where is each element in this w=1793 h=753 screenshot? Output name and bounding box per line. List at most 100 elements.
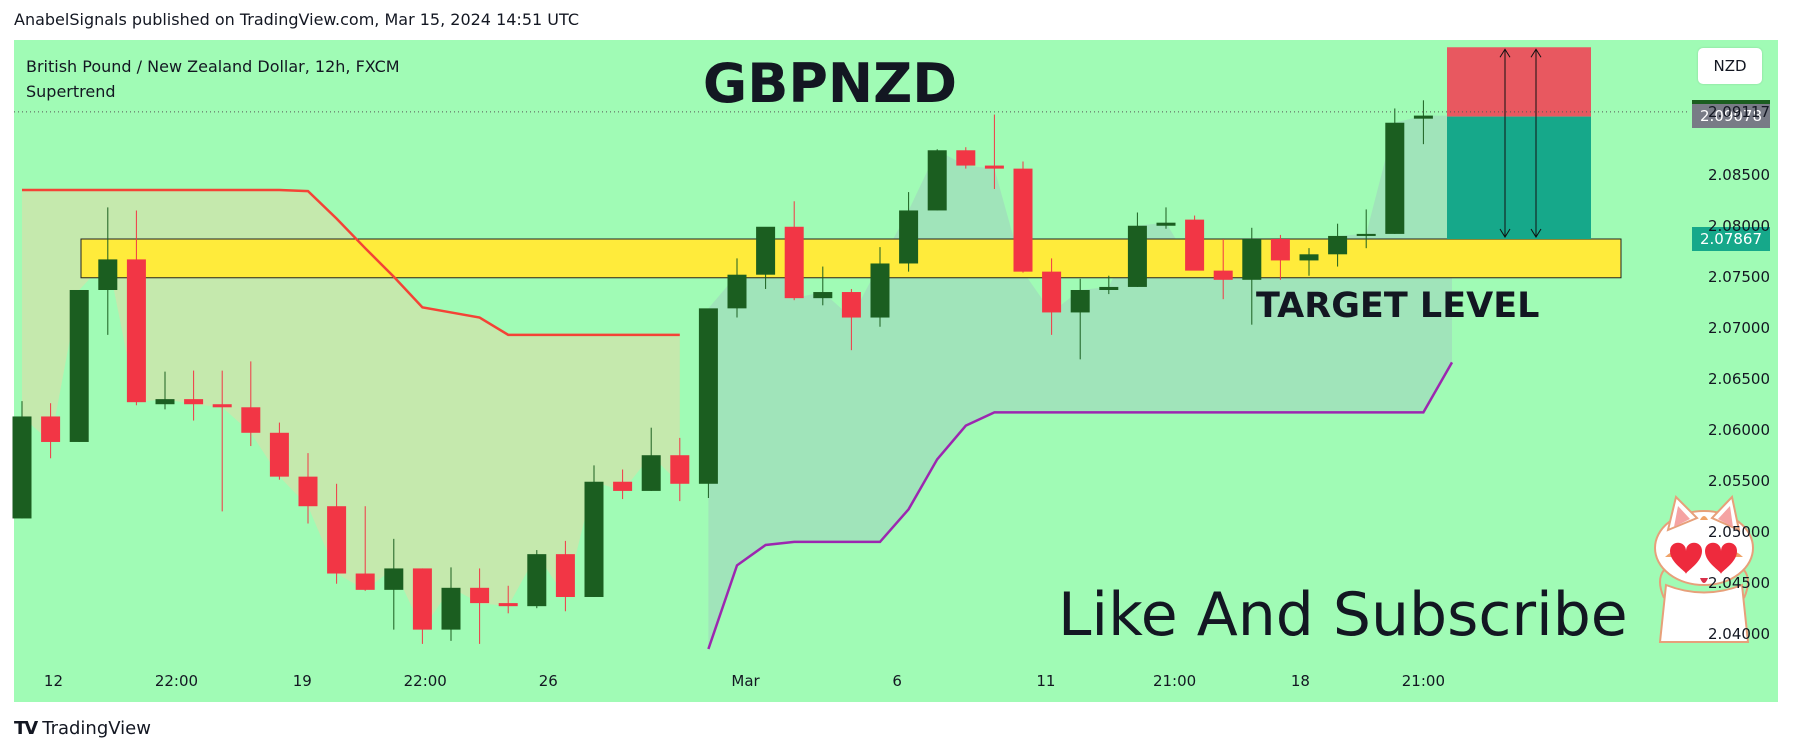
candle-body [813, 292, 833, 299]
candle [1070, 278, 1090, 360]
candle-body [927, 150, 947, 211]
candle-body [584, 481, 604, 597]
candle-body [69, 289, 89, 442]
candle-body [327, 506, 347, 574]
arrow-head [1499, 228, 1511, 238]
candle-body [1328, 235, 1348, 255]
price-tick: 2.04500 [1707, 573, 1770, 592]
candle [441, 567, 461, 641]
time-tick: 19 [292, 672, 312, 690]
candle-body [41, 416, 61, 442]
time-tick: 12 [43, 672, 63, 690]
tradingview-logo-icon: TV [14, 718, 38, 739]
candle-body [527, 554, 547, 607]
footer-brand[interactable]: TV TradingView [14, 718, 151, 739]
candle-body [470, 587, 490, 604]
candles [12, 100, 1433, 644]
candle-body [298, 476, 318, 507]
candle [1213, 239, 1233, 300]
time-tick: 22:00 [403, 672, 447, 690]
candle [756, 226, 776, 289]
candle-body [212, 404, 232, 408]
candle-body [269, 432, 289, 477]
price-tick: 2.07500 [1707, 267, 1770, 286]
candle-body [184, 399, 204, 405]
publisher-header: AnabelSignals published on TradingView.c… [14, 10, 579, 29]
candle [1127, 212, 1147, 287]
candle-body [1099, 286, 1119, 290]
profit-zone [1447, 116, 1591, 240]
candle [269, 422, 289, 480]
price-tick: 2.06500 [1707, 369, 1770, 388]
arrow-head [1530, 48, 1542, 58]
candle [412, 568, 432, 644]
candle-body [1156, 222, 1176, 226]
candle [956, 147, 976, 169]
candle [727, 258, 747, 318]
candle-body [555, 554, 575, 597]
candle-body [956, 150, 976, 166]
candle [984, 114, 1004, 190]
candle-body [412, 568, 432, 630]
arrow-head [1530, 228, 1542, 238]
candle [641, 427, 661, 491]
candle-body [841, 292, 861, 318]
candle-body [1299, 254, 1319, 261]
stop-zone [1447, 47, 1591, 117]
candle [1042, 258, 1062, 335]
candle [698, 308, 718, 499]
supertrend-up-fill [708, 115, 1452, 650]
position-tool [1447, 47, 1591, 240]
chart-legend: British Pound / New Zealand Dollar, 12h,… [26, 54, 400, 104]
currency-button[interactable]: NZD [1698, 48, 1762, 84]
candle [298, 453, 318, 524]
candle-body [1385, 122, 1405, 234]
candle [470, 568, 490, 644]
candle-body [1127, 225, 1147, 287]
price-tick: 2.08500 [1707, 165, 1770, 184]
time-tick: 18 [1290, 672, 1310, 690]
candle-body [1213, 270, 1233, 280]
candle [384, 538, 404, 630]
candle-body [1013, 168, 1033, 272]
price-tick: 2.05000 [1707, 522, 1770, 541]
candle-body [870, 263, 890, 318]
candle [327, 483, 347, 584]
candle [527, 550, 547, 609]
candle-body [613, 481, 633, 491]
candle-body [1356, 233, 1376, 236]
supertrend-down-fill [22, 190, 680, 630]
candle-body [727, 274, 747, 309]
candle-body [1042, 271, 1062, 313]
supertrend-lines [22, 188, 1454, 650]
time-tick: Mar [731, 672, 760, 690]
price-tick: 2.06000 [1707, 420, 1770, 439]
target-zone-box [80, 238, 1622, 279]
candle [98, 207, 118, 335]
tradingview-wordmark: TradingView [42, 718, 151, 739]
candle-body [126, 259, 146, 403]
arrow-head [1499, 48, 1511, 58]
candle-body [1070, 289, 1090, 313]
candle [899, 192, 919, 272]
candle [784, 201, 804, 301]
candle [498, 585, 518, 614]
candle [1328, 223, 1348, 267]
chart-title: GBPNZD [702, 52, 958, 115]
candle [1356, 209, 1376, 249]
candle [241, 361, 261, 447]
candle [670, 437, 690, 502]
candle [1270, 234, 1290, 280]
candle-body [1242, 239, 1262, 280]
candle [1299, 248, 1319, 276]
candle [813, 266, 833, 306]
candle-body [498, 603, 518, 607]
indicator-name: Supertrend [26, 82, 116, 101]
candle-body [241, 407, 261, 433]
supertrend-up-line [707, 361, 1454, 650]
candle [584, 465, 604, 597]
candle [613, 469, 633, 500]
candle-body [98, 259, 118, 290]
candle [1013, 161, 1033, 273]
